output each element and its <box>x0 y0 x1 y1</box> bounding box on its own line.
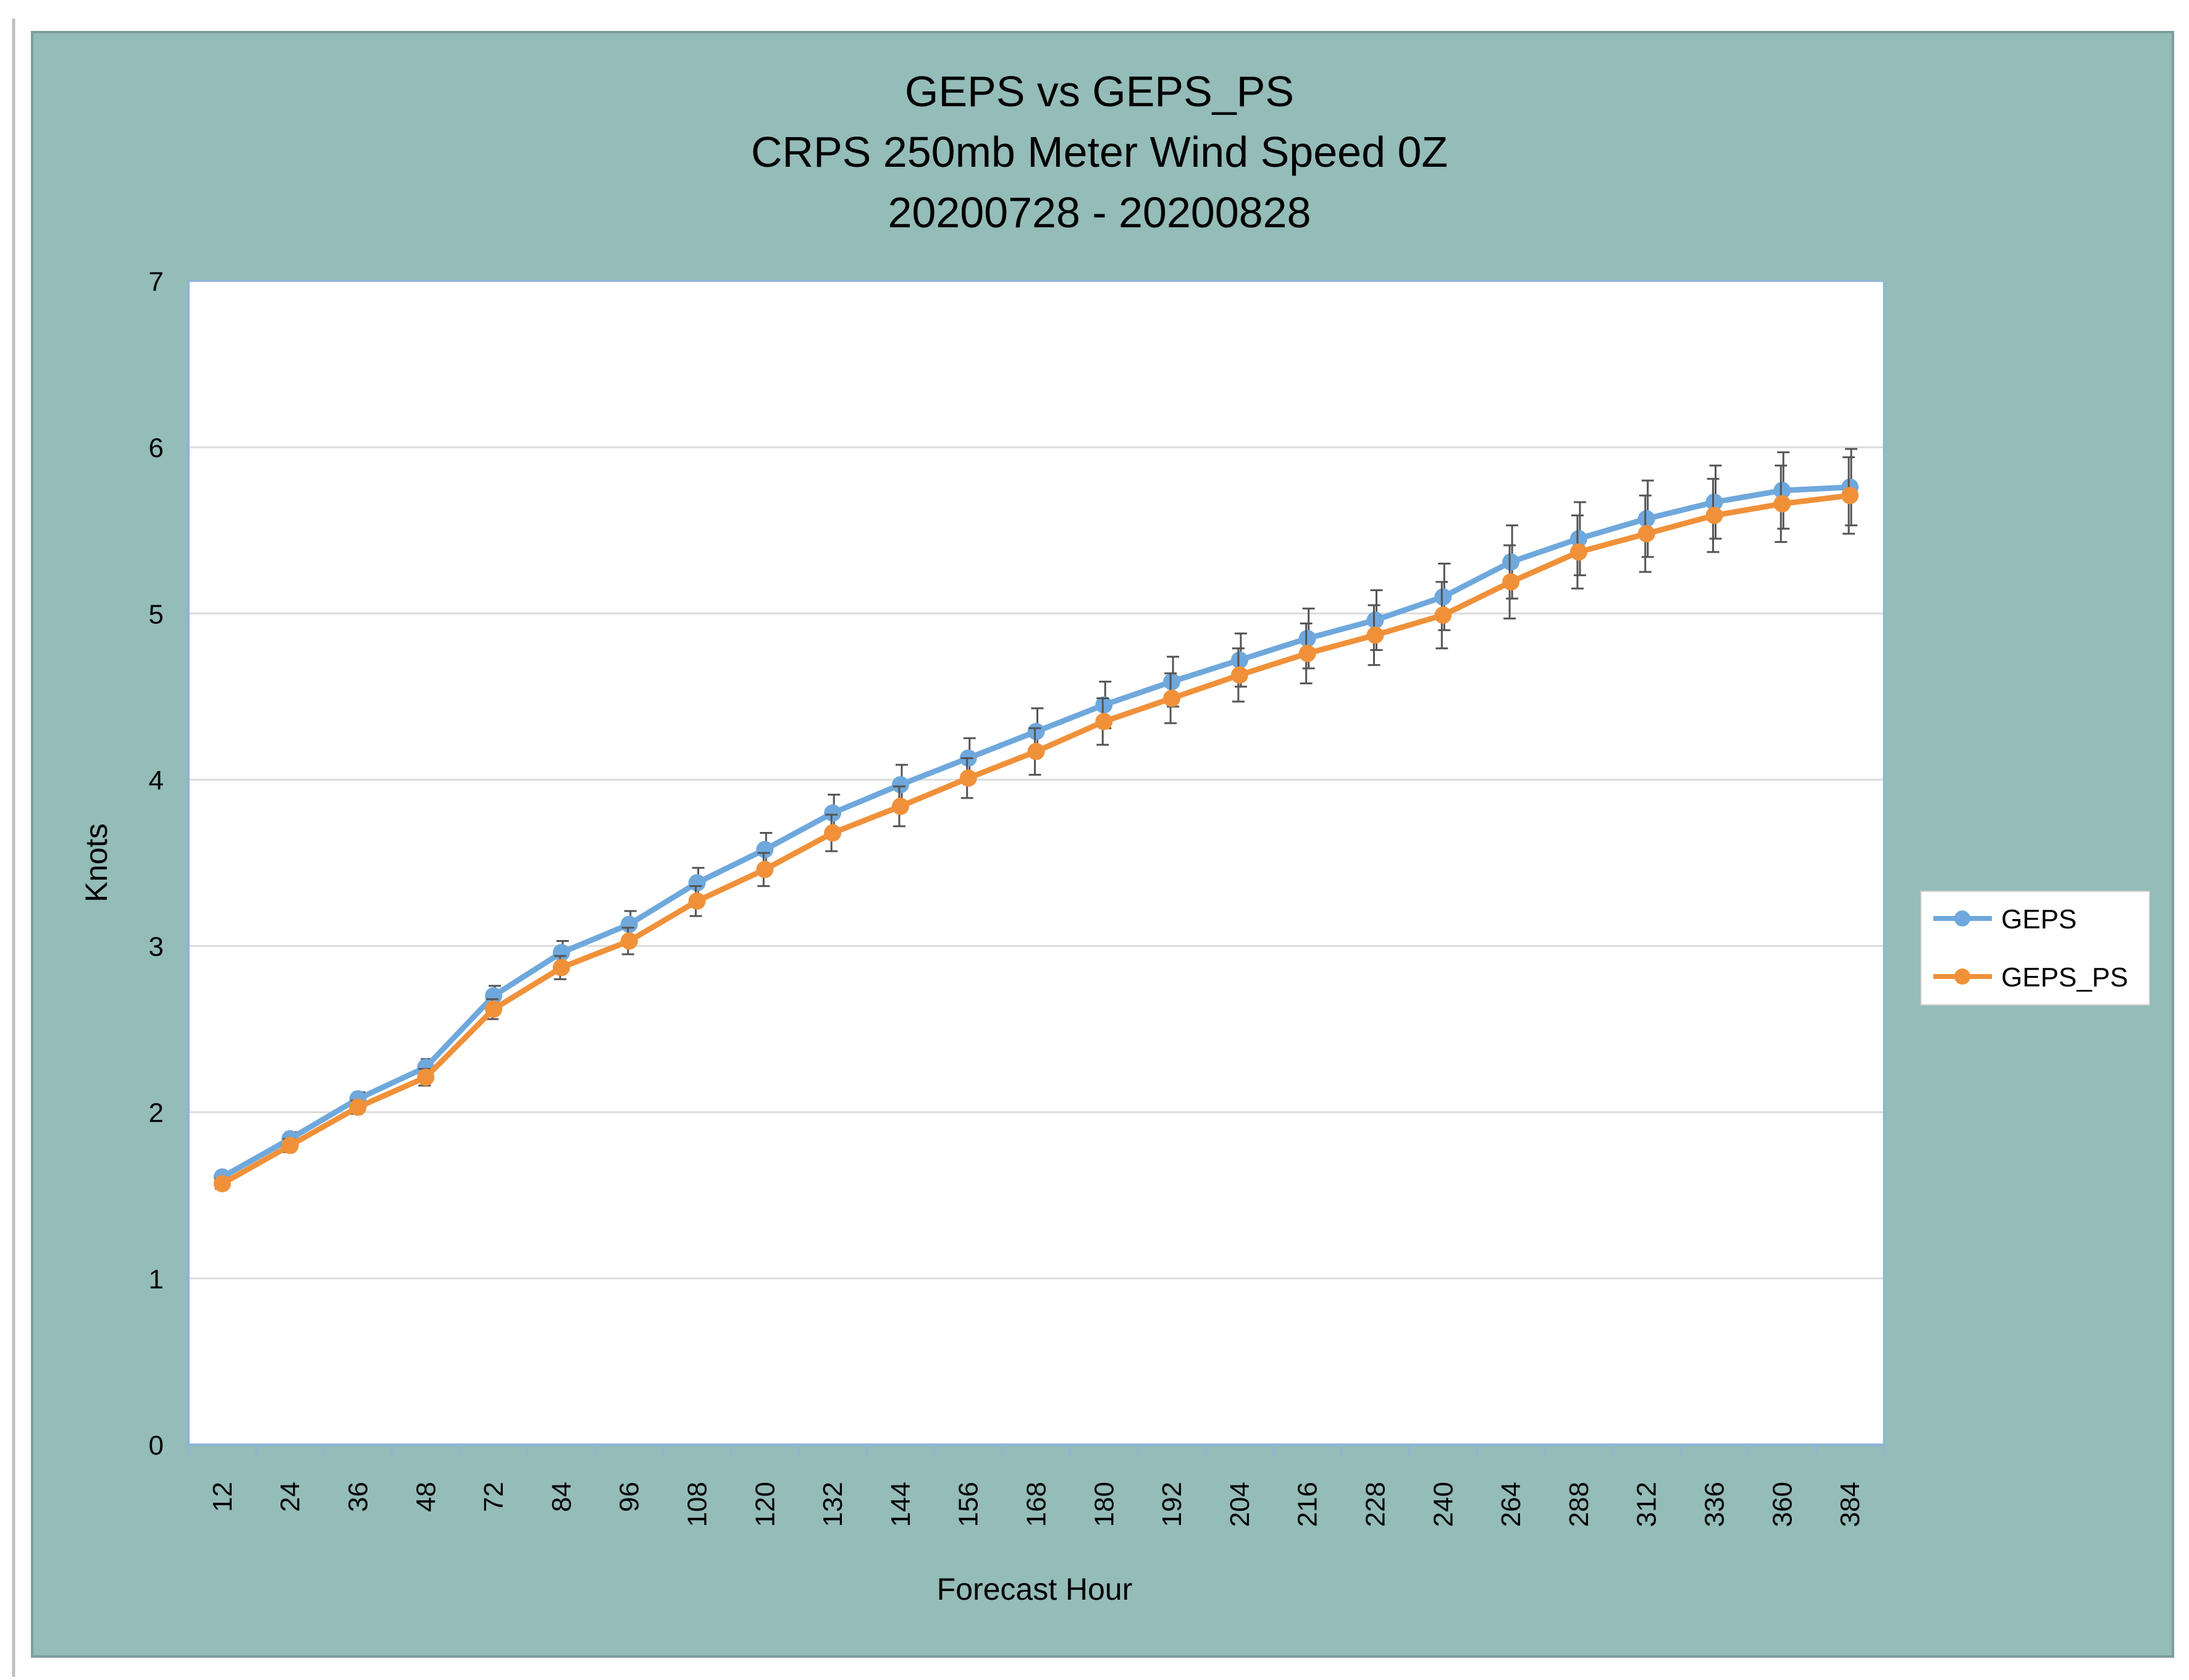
y-tick-label: 4 <box>149 765 164 796</box>
x-tick-label: 12 <box>208 1482 238 1512</box>
y-tick-label: 2 <box>149 1098 164 1128</box>
legend-label-geps-ps: GEPS_PS <box>2001 962 2128 993</box>
x-tick-label: 120 <box>750 1482 780 1527</box>
data-point <box>1163 673 1181 691</box>
x-axis-title: Forecast Hour <box>937 1572 1133 1606</box>
data-point <box>1502 573 1520 591</box>
data-point <box>417 1069 435 1086</box>
x-tick-label: 108 <box>683 1482 713 1527</box>
data-point <box>1298 629 1316 647</box>
data-point <box>1705 493 1723 511</box>
y-tick-label: 1 <box>149 1264 164 1295</box>
series-geps-ps <box>213 456 1859 1193</box>
data-point <box>1705 506 1723 524</box>
x-tick-label: 144 <box>886 1482 916 1527</box>
x-tick-label: 72 <box>479 1482 509 1512</box>
x-tick-label: 180 <box>1089 1482 1119 1527</box>
x-tick-label: 264 <box>1496 1482 1526 1527</box>
data-point <box>1773 495 1791 513</box>
legend-box <box>1920 891 2150 1006</box>
data-point <box>1637 510 1655 527</box>
data-point <box>756 841 774 859</box>
data-point <box>891 776 909 794</box>
x-tick-label: 228 <box>1361 1482 1391 1527</box>
x-tick-label: 336 <box>1700 1482 1730 1527</box>
data-point <box>688 874 706 892</box>
y-tick-label: 6 <box>149 433 164 463</box>
y-axis-title: Knots <box>79 823 114 902</box>
legend-marker-geps <box>1954 910 1970 926</box>
data-point <box>1434 588 1452 606</box>
x-tick-label: 36 <box>343 1482 374 1512</box>
data-point <box>1230 666 1248 684</box>
legend-marker-geps-ps <box>1954 968 1970 985</box>
x-tick-label: 240 <box>1428 1482 1458 1527</box>
x-tick-label: 312 <box>1632 1482 1662 1527</box>
x-tick-label: 192 <box>1157 1482 1187 1527</box>
data-point <box>552 944 570 962</box>
data-point <box>349 1098 367 1116</box>
data-point <box>1569 530 1587 548</box>
x-tick-label: 24 <box>275 1482 306 1512</box>
plot-area <box>188 281 1884 1445</box>
x-tick-label: 156 <box>954 1482 984 1527</box>
y-tick-label: 0 <box>149 1430 164 1461</box>
y-tick-label: 5 <box>149 599 164 629</box>
x-tick-label: 360 <box>1767 1482 1797 1527</box>
data-point <box>1502 553 1520 571</box>
x-tick-label: 384 <box>1835 1482 1865 1527</box>
x-tick-label: 216 <box>1293 1482 1323 1527</box>
x-tick-label: 96 <box>615 1482 645 1512</box>
data-point <box>213 1175 231 1193</box>
data-point <box>1637 525 1655 543</box>
data-point <box>281 1136 299 1154</box>
series-layer <box>213 448 1859 1193</box>
data-point <box>1027 723 1045 741</box>
data-point <box>485 987 503 1005</box>
data-point <box>620 915 638 933</box>
chart-title-line-2: CRPS 250mb Meter Wind Speed 0Z <box>751 128 1448 176</box>
data-point <box>1366 626 1384 644</box>
x-tick-label: 288 <box>1564 1482 1594 1527</box>
data-point <box>1569 543 1587 561</box>
data-point <box>824 804 842 822</box>
data-point <box>1298 644 1316 662</box>
x-tick-label: 168 <box>1022 1482 1052 1527</box>
data-point <box>1841 487 1859 505</box>
data-point <box>824 824 842 842</box>
data-point <box>485 1000 503 1018</box>
data-point <box>1095 696 1113 714</box>
data-point <box>1027 742 1045 760</box>
data-point <box>959 769 977 787</box>
legend: GEPS GEPS_PS <box>1920 891 2150 1006</box>
data-point <box>552 959 570 976</box>
x-tick-label: 132 <box>818 1482 848 1527</box>
data-point <box>688 892 706 910</box>
chart-title-line-1: GEPS vs GEPS_PS <box>905 67 1294 116</box>
data-point <box>1163 689 1181 707</box>
data-point <box>1434 606 1452 624</box>
data-point <box>1773 482 1791 500</box>
y-tick-label: 3 <box>149 932 164 962</box>
legend-label-geps: GEPS <box>2001 904 2077 934</box>
y-tick-label: 7 <box>149 267 164 297</box>
data-point <box>891 797 909 815</box>
x-tick-label: 84 <box>547 1482 577 1512</box>
x-tick-label: 48 <box>411 1482 441 1512</box>
data-point <box>1095 713 1113 731</box>
data-point <box>756 860 774 878</box>
chart-title-line-3: 20200728 - 20200828 <box>888 188 1311 237</box>
data-point <box>1230 651 1248 669</box>
x-tick-label: 204 <box>1225 1482 1255 1527</box>
data-point <box>620 932 638 950</box>
data-point <box>1366 611 1384 629</box>
